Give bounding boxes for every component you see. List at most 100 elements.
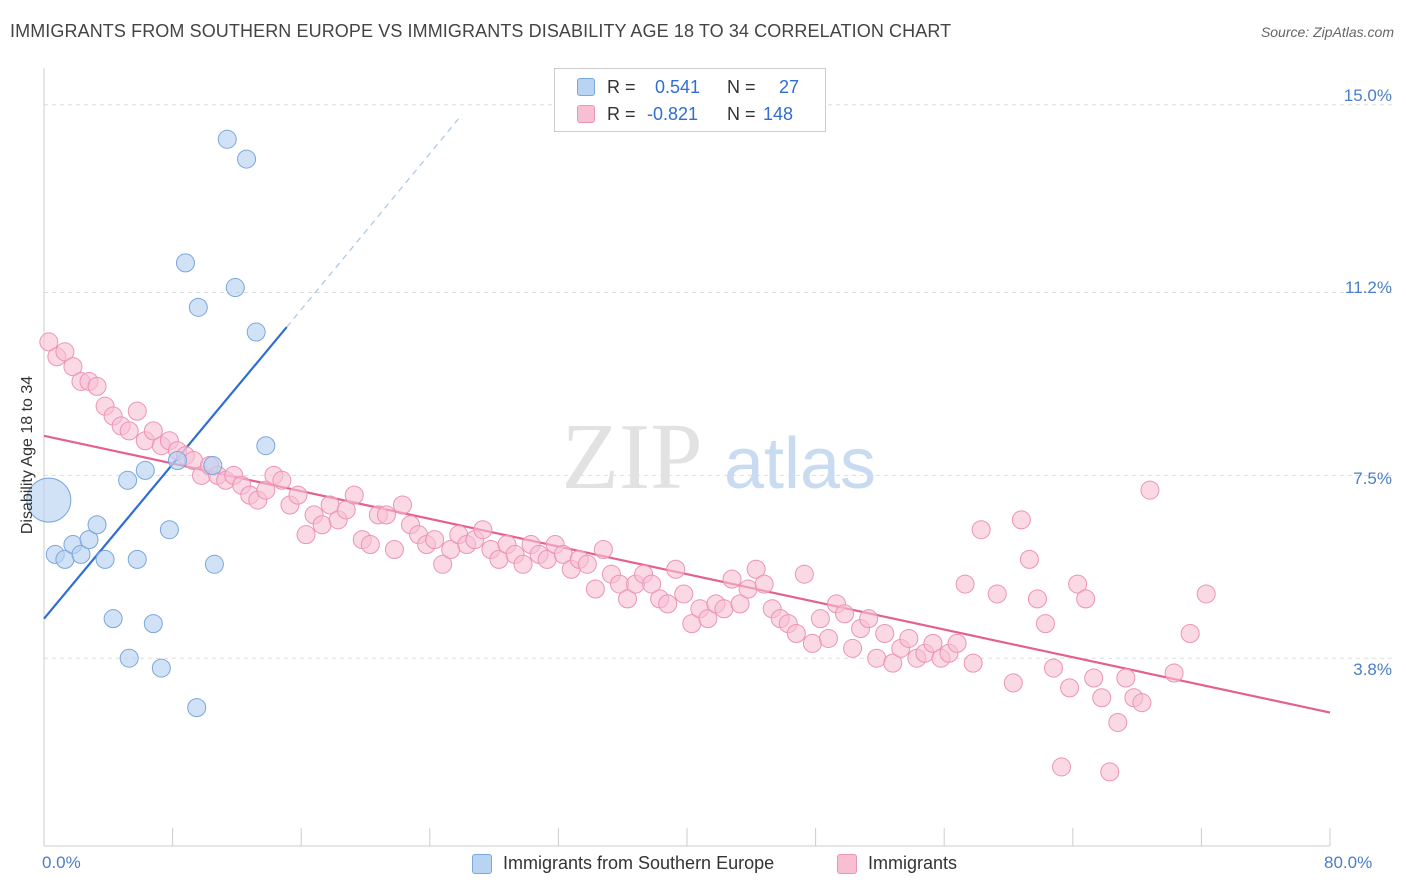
r-value: -0.821 <box>647 104 699 124</box>
data-point-southern-europe <box>225 278 245 298</box>
data-point-immigrants <box>256 480 276 500</box>
data-point-immigrants <box>875 623 895 643</box>
data-point-southern-europe <box>71 544 91 564</box>
data-point-southern-europe <box>159 520 179 540</box>
data-point-immigrants <box>722 569 742 589</box>
watermark-atlas: atlas <box>724 424 876 504</box>
data-point-immigrants <box>1132 693 1152 713</box>
watermark-zip: ZIP <box>562 405 703 509</box>
data-point-immigrants <box>433 554 453 574</box>
data-point-immigrants <box>1108 712 1128 732</box>
data-point-immigrants <box>947 633 967 653</box>
data-point-immigrants <box>513 554 533 574</box>
data-point-immigrants <box>1052 757 1072 777</box>
data-point-southern-europe <box>167 451 187 471</box>
data-point-immigrants <box>666 559 686 579</box>
data-point-immigrants <box>1140 480 1160 500</box>
data-point-immigrants <box>1011 510 1031 530</box>
data-point-immigrants <box>288 485 308 505</box>
trend-line-immigrants <box>43 434 1331 714</box>
data-point-immigrants <box>585 579 605 599</box>
y-tick-label: 15.0% <box>1343 86 1392 105</box>
x-tick-label-max: 80.0% <box>1324 853 1373 872</box>
y-axis-label: Disability Age 18 to 34 <box>19 375 36 535</box>
n-value: 148 <box>763 104 794 124</box>
data-point-immigrants <box>818 628 838 648</box>
data-point-immigrants <box>963 653 983 673</box>
data-point-immigrants <box>971 520 991 540</box>
y-tick-label: 7.5% <box>1353 469 1392 488</box>
data-point-southern-europe <box>103 609 123 629</box>
data-point-southern-europe <box>118 470 138 490</box>
n-value: 27 <box>779 77 800 97</box>
data-point-immigrants <box>618 589 638 609</box>
data-point-southern-europe <box>237 149 257 169</box>
data-point-immigrants <box>867 648 887 668</box>
data-point-immigrants <box>1068 574 1088 594</box>
data-point-immigrants <box>143 421 163 441</box>
data-point-immigrants <box>87 376 107 396</box>
data-point-immigrants <box>296 525 316 545</box>
data-point-immigrants <box>119 421 139 441</box>
data-point-immigrants <box>1196 584 1216 604</box>
data-point-southern-europe <box>203 455 223 475</box>
y-tick-label: 3.8% <box>1353 660 1392 679</box>
data-point-immigrants <box>883 653 903 673</box>
data-point-immigrants <box>1035 614 1055 634</box>
data-point-immigrants <box>1180 623 1200 643</box>
data-point-immigrants <box>730 594 750 614</box>
data-point-southern-europe <box>188 297 208 317</box>
data-point-immigrants <box>360 535 380 555</box>
n-label: N = <box>727 104 756 124</box>
data-point-immigrants <box>344 485 364 505</box>
trend-line-southern-europe-extension <box>286 114 463 328</box>
data-point-southern-europe <box>95 549 115 569</box>
data-point-southern-europe <box>135 460 155 480</box>
chart-title: IMMIGRANTS FROM SOUTHERN EUROPE VS IMMIG… <box>10 21 952 41</box>
data-point-southern-europe <box>143 614 163 634</box>
source-note: Source: ZipAtlas.com <box>1260 24 1394 40</box>
data-point-immigrants <box>1060 678 1080 698</box>
data-point-southern-europe <box>119 648 139 668</box>
data-point-immigrants <box>1084 668 1104 688</box>
r-value: 0.541 <box>655 77 701 97</box>
data-point-immigrants <box>802 633 822 653</box>
data-point-immigrants <box>746 559 766 579</box>
data-point-southern-europe <box>26 477 72 523</box>
data-point-immigrants <box>593 539 613 559</box>
data-point-immigrants <box>1076 589 1096 609</box>
data-point-immigrants <box>1092 688 1112 708</box>
data-point-immigrants <box>923 633 943 653</box>
data-point-southern-europe <box>87 515 107 535</box>
y-tick-label: 11.2% <box>1345 278 1392 297</box>
data-point-immigrants <box>384 539 404 559</box>
x-tick-label-min: 0.0% <box>42 853 81 872</box>
data-point-immigrants <box>1019 549 1039 569</box>
watermark: ZIP atlas <box>562 405 877 509</box>
data-point-immigrants <box>39 332 59 352</box>
data-point-immigrants <box>1164 663 1184 683</box>
legend-swatch-blue <box>577 78 595 96</box>
data-point-immigrants <box>794 564 814 584</box>
data-point-southern-europe <box>246 322 266 342</box>
data-point-immigrants <box>55 342 75 362</box>
grid-lines <box>44 104 1392 659</box>
data-point-immigrants <box>843 638 863 658</box>
data-point-immigrants <box>376 505 396 525</box>
data-point-immigrants <box>754 574 774 594</box>
data-point-immigrants <box>1100 762 1120 782</box>
data-point-immigrants <box>955 574 975 594</box>
data-point-southern-europe <box>204 554 224 574</box>
data-point-immigrants <box>336 500 356 520</box>
data-point-immigrants <box>698 609 718 629</box>
data-point-southern-europe <box>256 436 276 456</box>
data-point-immigrants <box>674 584 694 604</box>
legend-label: Immigrants from Southern Europe <box>503 853 775 873</box>
series-southern-europe-points <box>26 129 276 718</box>
data-point-immigrants <box>786 623 806 643</box>
data-point-immigrants <box>1116 668 1136 688</box>
data-point-immigrants <box>127 401 147 421</box>
data-point-southern-europe <box>151 658 171 678</box>
data-point-immigrants <box>312 515 332 535</box>
